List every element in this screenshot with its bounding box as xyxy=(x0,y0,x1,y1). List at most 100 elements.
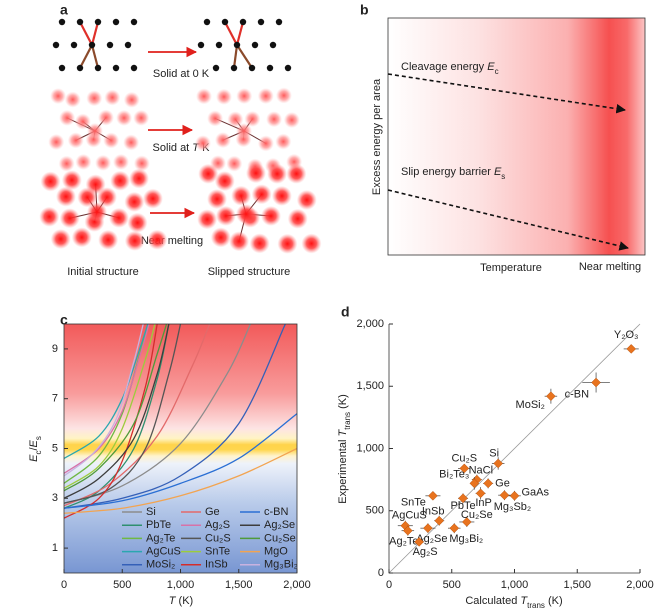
bond xyxy=(236,44,253,69)
legend-label: Ge xyxy=(205,506,220,518)
point xyxy=(414,537,424,547)
atom xyxy=(94,64,102,72)
atom xyxy=(76,64,84,72)
atom xyxy=(197,209,218,230)
atom xyxy=(257,18,265,26)
y-tick-label: 5 xyxy=(52,442,58,454)
atom xyxy=(59,208,80,229)
atom xyxy=(76,18,84,26)
point-label: MoSi₂ xyxy=(516,399,545,411)
atom xyxy=(130,64,138,72)
label-part: c xyxy=(495,67,499,76)
label-part: E xyxy=(494,166,502,178)
atom xyxy=(52,41,60,49)
label-part: T xyxy=(192,142,200,154)
atom xyxy=(229,231,250,252)
atom xyxy=(207,189,228,210)
atom xyxy=(75,153,92,170)
series-line xyxy=(64,324,168,492)
atom xyxy=(266,64,274,72)
atom xyxy=(98,229,119,250)
point-label: Ag₂S xyxy=(413,546,438,558)
atom xyxy=(249,233,270,254)
series-line xyxy=(64,324,251,504)
point xyxy=(461,517,472,527)
point xyxy=(449,523,460,534)
atom xyxy=(195,135,212,152)
atom xyxy=(198,163,219,184)
atom xyxy=(214,171,235,192)
caption: Initial structure xyxy=(67,266,139,278)
atom xyxy=(301,233,322,254)
atom xyxy=(103,132,120,149)
y-tick-label: 500 xyxy=(366,505,384,517)
atom xyxy=(50,228,71,249)
point-label: AgCuS xyxy=(392,510,427,522)
point-label: InP xyxy=(475,497,492,509)
series-line xyxy=(64,324,182,504)
label-part: Slip energy barrier xyxy=(401,166,494,178)
atom xyxy=(215,41,223,49)
atom xyxy=(39,206,60,227)
point-label: Bi₂Te₃ xyxy=(439,468,469,480)
legend-label: AgCuS xyxy=(146,546,181,558)
atom xyxy=(124,230,145,251)
bond xyxy=(232,44,239,69)
point-label: Ge xyxy=(495,477,510,489)
atom xyxy=(123,134,140,151)
point xyxy=(475,488,486,499)
label-part: E xyxy=(487,61,495,73)
x-tick-label: 0 xyxy=(386,579,392,591)
point-label: Ag₂Te xyxy=(389,536,418,548)
atom xyxy=(64,91,81,108)
legend-label: SnTe xyxy=(205,546,230,558)
atom xyxy=(287,208,308,229)
point-label: c-BN xyxy=(565,388,590,400)
point-label: Cu₂S xyxy=(451,452,477,464)
atom xyxy=(87,123,103,139)
atom xyxy=(215,205,236,226)
atom xyxy=(245,163,266,184)
atom xyxy=(269,41,277,49)
series-line xyxy=(64,324,156,489)
y-tick-label: 1,500 xyxy=(356,380,384,392)
panel-a: a Solid at 0 K Solid at T K Near melting… xyxy=(39,2,322,278)
atom xyxy=(58,64,66,72)
point xyxy=(509,490,520,501)
panel-letter: b xyxy=(360,2,369,18)
atom xyxy=(275,18,283,26)
legend-label: Mg₃Bi₂ xyxy=(264,559,298,571)
atom xyxy=(207,110,224,127)
atom xyxy=(48,134,65,151)
atom xyxy=(95,154,112,171)
point xyxy=(469,478,480,489)
label-part: T xyxy=(169,595,177,607)
point-label: Mg₃Bi₂ xyxy=(449,533,483,545)
y-tick-label: 7 xyxy=(52,393,58,405)
atom xyxy=(55,186,76,207)
label-part: s xyxy=(34,436,43,440)
label-part: Cleavage energy xyxy=(401,61,487,73)
atom xyxy=(275,133,292,150)
label-part: T xyxy=(520,595,528,607)
y-tick-label: 0 xyxy=(378,567,384,579)
point xyxy=(546,391,556,402)
atom xyxy=(88,41,96,49)
legend-label: c-BN xyxy=(264,506,289,518)
x-tick-label: 500 xyxy=(443,579,461,591)
atom xyxy=(212,64,220,72)
line-label: Cleavage energy Ec xyxy=(401,61,499,76)
atom xyxy=(248,64,256,72)
x-axis-label: Temperature xyxy=(480,262,542,274)
label-part: Solid at xyxy=(153,142,193,154)
point xyxy=(483,478,493,489)
label-part: trans xyxy=(343,412,352,430)
point xyxy=(493,458,504,469)
atom xyxy=(210,227,231,248)
atom xyxy=(74,113,91,130)
atom xyxy=(197,41,205,49)
atom xyxy=(130,18,138,26)
panel-letter: a xyxy=(60,2,68,18)
atom xyxy=(227,111,244,128)
